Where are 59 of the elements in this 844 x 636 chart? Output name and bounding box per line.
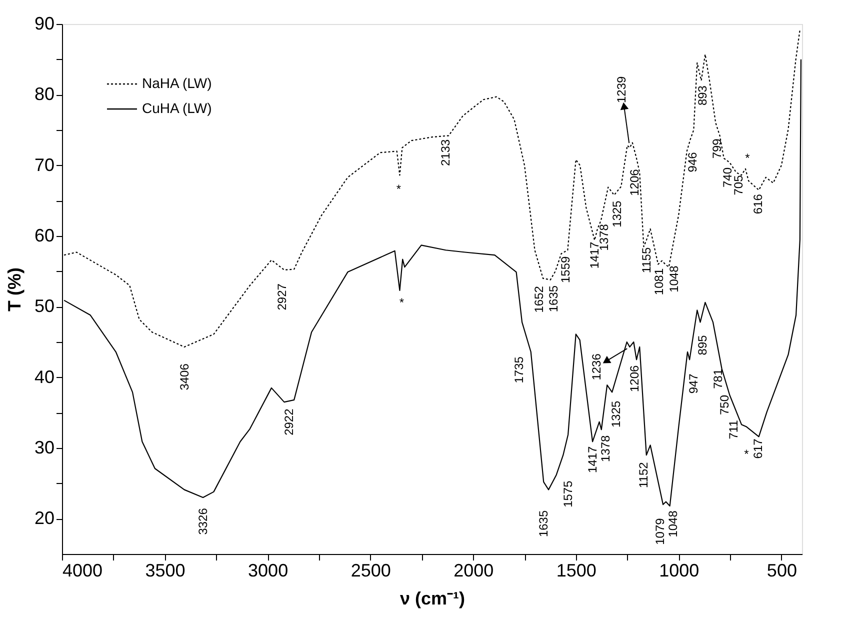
annotation: 781 [710, 368, 725, 389]
annotation: 1325 [609, 400, 624, 428]
annotation: 895 [695, 334, 710, 356]
x-tick-label: 500 [766, 560, 797, 580]
x-tick-label: 2000 [454, 560, 494, 580]
y-tick-label: 90 [34, 14, 54, 34]
annotation: 1155 [639, 247, 654, 274]
annotation: 711 [726, 420, 741, 440]
annotation: 947 [686, 373, 701, 394]
annotation: 1559 [558, 256, 572, 284]
x-tick-label: 4000 [62, 560, 103, 580]
annotation: 1239 [614, 76, 629, 104]
annotation: 1652 [532, 286, 546, 313]
annotation: 799 [710, 138, 724, 159]
x-tick-label: 2500 [350, 560, 391, 580]
annotation: * [399, 295, 404, 310]
annotation: 750 [718, 394, 732, 416]
annotation: 1635 [546, 285, 560, 312]
annotation: 893 [695, 85, 710, 106]
x-tick-label: 3000 [248, 560, 288, 580]
y-tick-label: 60 [34, 226, 54, 246]
annotation: 1079 [653, 518, 668, 545]
y-tick-label: 30 [34, 438, 54, 458]
y-tick-label: 40 [34, 366, 54, 387]
annotation: 2133 [438, 138, 453, 166]
annotation: 1152 [636, 462, 650, 488]
y-tick-label: 80 [34, 84, 54, 104]
annotation: 1378 [598, 434, 612, 462]
annotation: 1635 [536, 510, 551, 538]
annotation: 1236 [590, 353, 604, 380]
annotation: 617 [750, 438, 765, 459]
x-axis-title: ν (cm⁻¹) [400, 588, 466, 608]
annotation: 1575 [561, 480, 576, 508]
annotation: 1048 [666, 265, 681, 292]
annotation: 1206 [627, 168, 642, 196]
x-tick-label: 1000 [659, 560, 700, 580]
annotation: 2922 [282, 408, 296, 436]
annotation: 616 [750, 194, 765, 214]
annotation: 3406 [177, 363, 192, 390]
annotation: 1735 [512, 356, 526, 384]
y-axis-title: T (%) [4, 268, 24, 312]
x-tick-label: 3500 [145, 560, 186, 580]
annotation: 946 [685, 152, 700, 172]
annotation: * [745, 150, 750, 165]
legend-label: NaHA (LW) [142, 75, 212, 91]
x-tick-label: 1500 [556, 560, 596, 580]
y-tick-label: 50 [34, 296, 54, 316]
annotation: 3326 [196, 508, 210, 535]
annotation: * [744, 446, 750, 461]
annotation: 1325 [610, 200, 624, 228]
y-tick-label: 70 [34, 154, 54, 175]
annotation: 2927 [275, 283, 290, 310]
annotation: * [396, 182, 402, 196]
annotation: 1206 [628, 364, 642, 392]
y-tick-label: 20 [34, 508, 54, 528]
legend-label: CuHA (LW) [142, 100, 212, 116]
annotation: 1048 [666, 510, 680, 538]
annotation: 1081 [652, 268, 666, 296]
annotation: 1417 [586, 446, 600, 473]
